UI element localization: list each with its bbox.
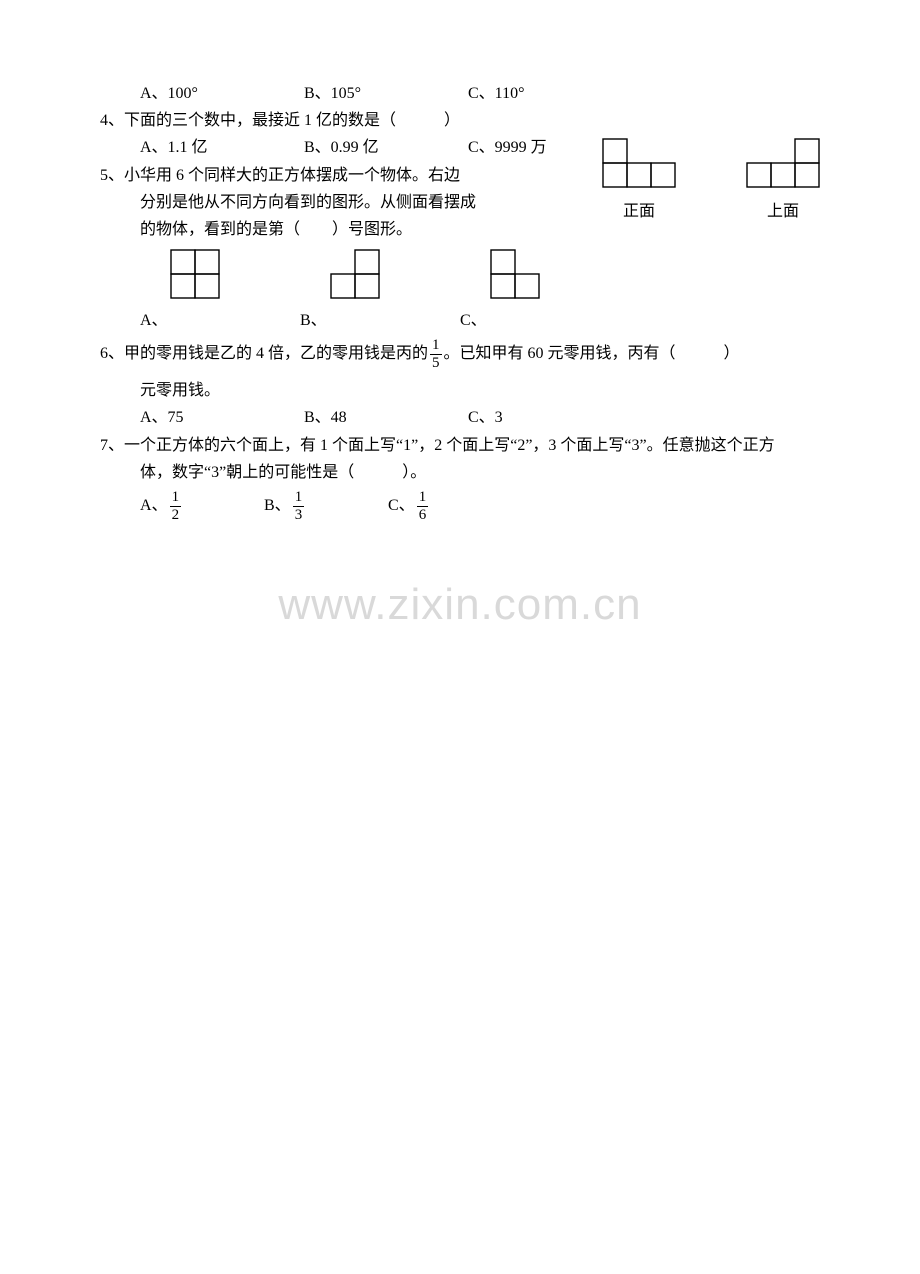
q3-opt-b: B、105° [304, 80, 464, 107]
q6-opt-a: A、75 [140, 404, 300, 431]
q7-opt-b: B、13 [264, 490, 384, 523]
q5-opt-a: A、 [140, 249, 220, 330]
q4-text: 下面的三个数中，最接近 1 亿的数是（ ） [124, 112, 460, 129]
q5-opt-c-svg [490, 249, 540, 304]
q5-opt-a-svg [170, 249, 220, 304]
q7-num: 7、 [100, 437, 124, 454]
q5-front-label: 正面 [602, 197, 676, 221]
q7-options: A、12 B、13 C、16 [100, 490, 840, 523]
q7-opt-c-frac: 16 [417, 490, 429, 523]
q7-opt-b-frac: 13 [293, 490, 305, 523]
q4-opt-c: C、9999 万 [468, 139, 547, 156]
q7-opt-a-frac: 12 [170, 490, 182, 523]
q5-opt-b: B、 [300, 249, 380, 330]
q5-options: A、 B、 C、 [100, 249, 840, 330]
q5-top-label: 上面 [746, 197, 820, 221]
q6-opt-c: C、3 [468, 409, 503, 426]
q5-opt-c: C、 [460, 249, 540, 330]
q5-top-figure: 上面 [746, 138, 820, 221]
q6-line2: 元零用钱。 [100, 377, 840, 404]
q4-num: 4、 [100, 112, 124, 129]
q7-opt-a: A、12 [140, 490, 260, 523]
q6-num: 6、 [100, 345, 124, 362]
q4-opt-b: B、0.99 亿 [304, 134, 464, 161]
q6-opt-b: B、48 [304, 404, 464, 431]
q7-opt-c: C、16 [388, 490, 508, 523]
q5-opt-b-svg [330, 249, 380, 304]
q6-part2: 。已知甲有 60 元零用钱，丙有（ ） [444, 345, 740, 362]
q5-front-figure: 正面 [602, 138, 676, 221]
q5-opt-c-label: C、 [460, 306, 540, 330]
watermark-text: www.zixin.com.cn [0, 580, 920, 630]
q6-options: A、75 B、48 C、3 [100, 404, 840, 431]
q6-line1: 6、甲的零用钱是乙的 4 倍，乙的零用钱是丙的15。已知甲有 60 元零用钱，丙… [100, 338, 840, 371]
q3-opt-a: A、100° [140, 80, 300, 107]
q3-options: A、100° B、105° C、110° [100, 80, 840, 107]
q5-num: 5、 [100, 167, 124, 184]
q7-line1: 7、一个正方体的六个面上，有 1 个面上写“1”，2 个面上写“2”，3 个面上… [100, 432, 840, 459]
q3-opt-c: C、110° [468, 85, 524, 102]
q4-opt-a: A、1.1 亿 [140, 134, 300, 161]
q5-opt-a-label: A、 [140, 306, 220, 330]
q5-top-svg [746, 138, 820, 193]
q7-line2: 体，数字“3”朝上的可能性是（ ）。 [100, 459, 840, 486]
q5-front-svg [602, 138, 676, 193]
q5-opt-b-label: B、 [300, 306, 380, 330]
q6-part1: 甲的零用钱是乙的 4 倍，乙的零用钱是丙的 [124, 345, 428, 362]
q6-frac: 15 [430, 338, 442, 371]
q4-stem: 4、下面的三个数中，最接近 1 亿的数是（ ） [100, 107, 840, 134]
